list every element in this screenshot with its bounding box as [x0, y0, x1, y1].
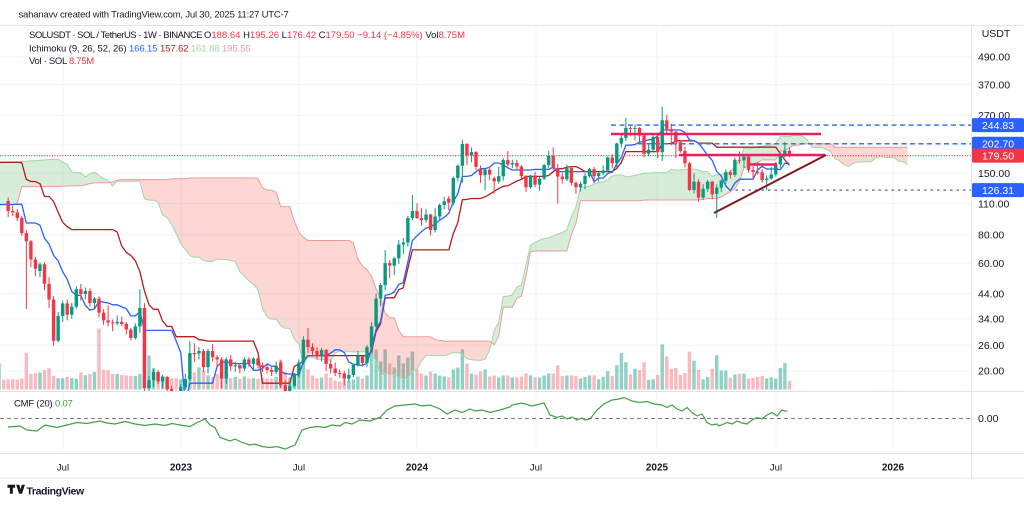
svg-text:244.83: 244.83 — [982, 120, 1014, 132]
svg-text:179.50: 179.50 — [982, 150, 1014, 162]
svg-text:2026: 2026 — [882, 463, 905, 474]
svg-text:2024: 2024 — [406, 463, 429, 474]
svg-text:Jul: Jul — [293, 463, 305, 474]
svg-text:126.31: 126.31 — [982, 185, 1014, 197]
svg-text:Ichimoku (9, 26, 52, 26) 166.1: Ichimoku (9, 26, 52, 26) 166.15 157.62 1… — [29, 44, 250, 55]
svg-text:80.00: 80.00 — [978, 230, 1004, 242]
svg-text:490.00: 490.00 — [978, 52, 1010, 64]
svg-text:sahanavv created with TradingV: sahanavv created with TradingView.com, J… — [19, 10, 289, 21]
svg-text:44.00: 44.00 — [978, 288, 1004, 300]
svg-text:Vol · SOL 8.75M: Vol · SOL 8.75M — [29, 56, 94, 67]
svg-text:CMF (20) 0.07: CMF (20) 0.07 — [14, 399, 73, 410]
svg-text:370.00: 370.00 — [978, 79, 1010, 91]
svg-text:150.00: 150.00 — [978, 168, 1010, 180]
svg-text:2023: 2023 — [170, 463, 193, 474]
svg-text:0.00: 0.00 — [978, 413, 999, 425]
svg-text:Jul: Jul — [770, 463, 782, 474]
svg-text:60.00: 60.00 — [978, 258, 1004, 270]
svg-text:110.00: 110.00 — [978, 198, 1009, 210]
svg-text:34.00: 34.00 — [978, 314, 1004, 326]
svg-text:2025: 2025 — [646, 463, 669, 474]
svg-text:O188.64 H195.26 L176.42 C179.5: O188.64 H195.26 L176.42 C179.50 −9.14 (−… — [204, 30, 465, 41]
svg-text:20.00: 20.00 — [978, 366, 1004, 378]
svg-text:Jul: Jul — [57, 463, 69, 474]
svg-text:SOLUSDT · SOL / TetherUS · 1W: SOLUSDT · SOL / TetherUS · 1W · BINANCE — [29, 30, 202, 41]
svg-text:26.00: 26.00 — [978, 340, 1004, 352]
svg-text:Jul: Jul — [530, 463, 542, 474]
svg-text:TradingView: TradingView — [27, 485, 85, 497]
svg-text:202.70: 202.70 — [982, 138, 1014, 150]
svg-text:USDT: USDT — [982, 28, 1011, 40]
